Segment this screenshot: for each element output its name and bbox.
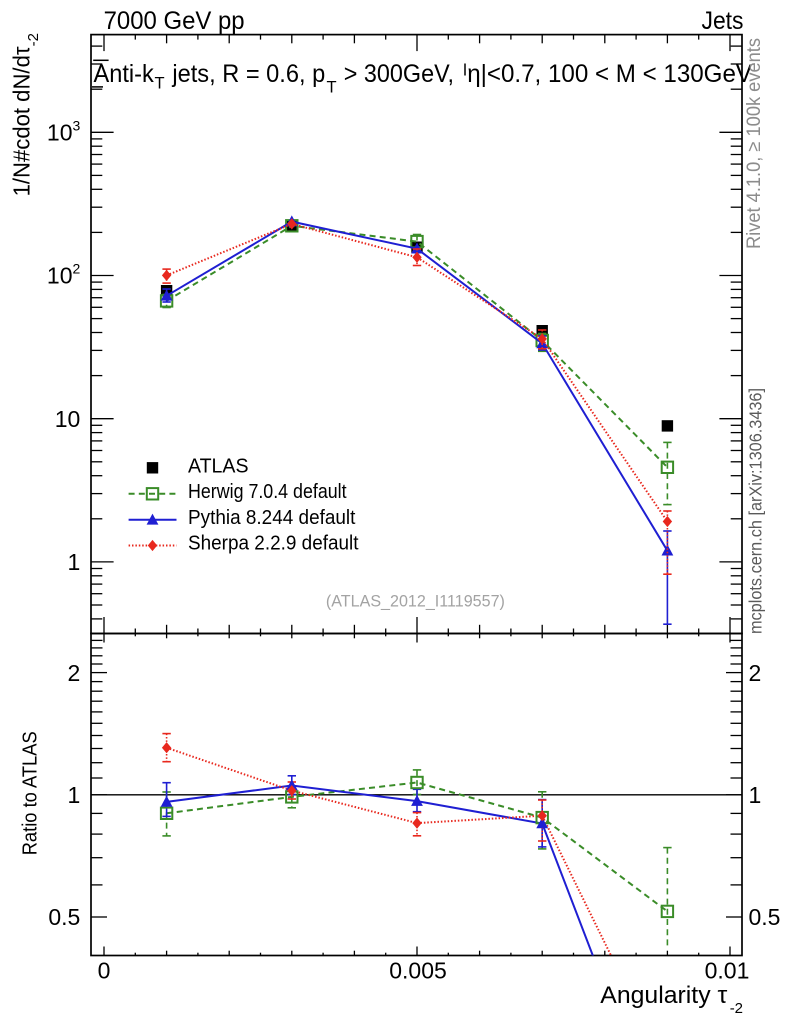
svg-text:T: T (327, 79, 337, 97)
svg-text:0.005: 0.005 (389, 957, 447, 983)
svg-text:T: T (155, 75, 165, 93)
svg-text:Jets: Jets (702, 7, 744, 35)
svg-text:Angularity τ: Angularity τ (600, 982, 728, 1009)
svg-text:102: 102 (47, 261, 81, 289)
svg-text:2: 2 (749, 660, 762, 686)
svg-text:-2: -2 (25, 33, 42, 46)
svg-text:jets, R = 0.6, p: jets, R = 0.6, p (171, 60, 325, 88)
svg-text:ATLAS: ATLAS (188, 455, 249, 477)
svg-text:Ratio to ATLAS: Ratio to ATLAS (20, 731, 42, 855)
svg-text:Rivet 4.1.0, ≥ 100k events: Rivet 4.1.0, ≥ 100k events (744, 38, 765, 249)
svg-text:Anti-k: Anti-k (94, 60, 155, 88)
svg-text:0: 0 (98, 957, 111, 983)
svg-text:0.5: 0.5 (48, 904, 80, 930)
svg-text:1: 1 (749, 782, 762, 808)
svg-text:1/N#cdot dN/dτ: 1/N#cdot dN/dτ (9, 46, 35, 196)
svg-text:7000 GeV pp: 7000 GeV pp (104, 7, 245, 35)
svg-text:-2: -2 (730, 1000, 743, 1017)
svg-text:1: 1 (68, 549, 81, 575)
svg-text:Sherpa 2.2.9 default: Sherpa 2.2.9 default (188, 533, 359, 555)
svg-text:1: 1 (68, 782, 81, 808)
svg-text:mcplots.cern.ch [arXiv:1306.34: mcplots.cern.ch [arXiv:1306.3436] (746, 388, 766, 634)
svg-text:2: 2 (68, 660, 81, 686)
svg-text:10: 10 (55, 406, 81, 432)
svg-text:(ATLAS_2012_I1119557): (ATLAS_2012_I1119557) (326, 592, 505, 611)
svg-text:0.5: 0.5 (749, 904, 781, 930)
svg-text:0.01: 0.01 (705, 957, 750, 983)
svg-text:η|<0.7, 100 < M < 130GeV: η|<0.7, 100 < M < 130GeV (467, 60, 752, 88)
svg-text:> 300GeV,: > 300GeV, (344, 60, 454, 88)
svg-text:Pythia 8.244 default: Pythia 8.244 default (188, 507, 356, 529)
svg-text:Herwig 7.0.4 default: Herwig 7.0.4 default (188, 481, 347, 503)
